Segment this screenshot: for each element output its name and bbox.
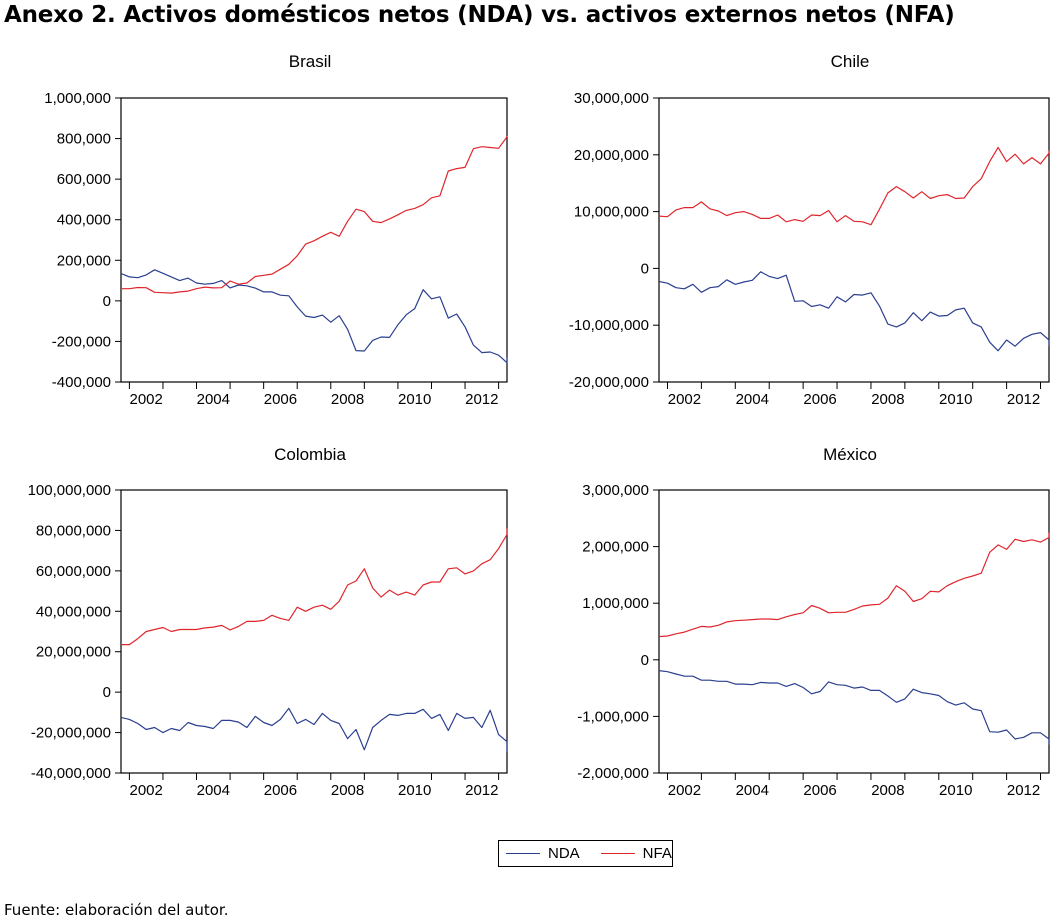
legend-swatch-nfa <box>600 853 635 854</box>
y-tick-label: 400,000 <box>57 212 111 229</box>
legend-item-nda: NDA <box>506 845 580 862</box>
x-tick-label: 2008 <box>331 391 364 408</box>
x-tick-label: 2010 <box>398 782 431 799</box>
y-tick-label: 100,000,000 <box>28 482 111 499</box>
x-tick-label: 2010 <box>939 782 972 799</box>
x-tick-label: 2006 <box>803 782 836 799</box>
y-tick-label: 40,000,000 <box>36 603 111 620</box>
x-tick-label: 2012 <box>465 391 498 408</box>
chart-brasil: Brasil -400,000 -200,000 0 200,000 400,000 600… <box>44 52 508 408</box>
chart-title-brasil: Brasil <box>289 52 332 71</box>
y-tick-label: -20,000,000 <box>31 725 111 742</box>
y-tick-label: -2,000,000 <box>577 765 649 782</box>
x-tick-label: 2010 <box>939 391 972 408</box>
y-tick-label: 0 <box>641 652 649 669</box>
series-line-nfa <box>658 146 1050 226</box>
y-tick-label: 2,000,000 <box>582 539 649 556</box>
y-tick-label: 600,000 <box>57 171 111 188</box>
x-tick-label: 2006 <box>803 391 836 408</box>
x-tick-label: 2002 <box>129 391 162 408</box>
y-tick-label: 0 <box>103 684 111 701</box>
x-tick-label: 2006 <box>264 782 297 799</box>
chart-chile: Chile -20,000,000 -10,000,000 0 10,000,000 20… <box>569 52 1050 408</box>
source-note: Fuente: elaboración del autor. <box>4 901 229 919</box>
y-tick-label: 10,000,000 <box>574 204 649 221</box>
series-line-nda <box>120 269 508 364</box>
series-line-nda <box>658 271 1050 352</box>
x-tick-label: 2008 <box>871 391 904 408</box>
chart-colombia: Colombia -40,000,000 -20,000,000 0 20,000,00… <box>28 445 508 799</box>
x-tick-label: 2004 <box>197 782 230 799</box>
x-tick-label: 2002 <box>668 782 701 799</box>
figure-title: Anexo 2. Activos domésticos netos (NDA) … <box>4 2 955 28</box>
plot-frame-colombia <box>120 489 508 774</box>
x-tick-label: 2008 <box>331 782 364 799</box>
y-tick-label: 0 <box>103 293 111 310</box>
x-tick-label: 2010 <box>398 391 431 408</box>
x-tick-label: 2002 <box>129 782 162 799</box>
chart-title-colombia: Colombia <box>274 445 346 464</box>
x-tick-label: 2012 <box>1007 782 1040 799</box>
legend-label-nda: NDA <box>548 845 580 862</box>
chart-mexico: México -2,000,000 -1,000,000 0 1,000,000 2,00… <box>577 445 1050 799</box>
y-tick-label: -40,000,000 <box>31 765 111 782</box>
series-line-nda <box>120 707 508 752</box>
y-tick-label: 0 <box>641 260 649 277</box>
legend-label-nfa: NFA <box>642 845 672 862</box>
y-tick-label: -400,000 <box>52 374 111 391</box>
series-line-nda <box>658 670 1050 745</box>
plot-frame-mexico <box>658 489 1050 774</box>
x-tick-label: 2008 <box>871 782 904 799</box>
y-tick-label: 20,000,000 <box>36 644 111 661</box>
y-tick-label: -200,000 <box>52 333 111 350</box>
x-tick-label: 2012 <box>1007 391 1040 408</box>
y-tick-label: -10,000,000 <box>569 317 649 334</box>
legend-swatch-nda <box>506 853 540 854</box>
x-tick-label: 2002 <box>668 391 701 408</box>
x-tick-label: 2006 <box>264 391 297 408</box>
chart-title-chile: Chile <box>831 52 870 71</box>
legend: NDA NFA <box>498 840 673 867</box>
y-tick-label: -1,000,000 <box>577 708 649 725</box>
y-tick-label: 80,000,000 <box>36 522 111 539</box>
y-tick-label: 30,000,000 <box>574 90 649 107</box>
y-tick-label: -20,000,000 <box>569 374 649 391</box>
legend-item-nfa: NFA <box>600 845 672 862</box>
y-tick-label: 60,000,000 <box>36 563 111 580</box>
x-tick-label: 2004 <box>736 391 769 408</box>
x-tick-label: 2012 <box>465 782 498 799</box>
x-tick-label: 2004 <box>736 782 769 799</box>
series-line-nfa <box>121 528 508 646</box>
y-tick-label: 200,000 <box>57 252 111 269</box>
plot-frame-chile <box>658 97 1050 383</box>
y-tick-label: 1,000,000 <box>582 595 649 612</box>
plot-frame-brasil <box>120 97 508 383</box>
y-tick-label: 3,000,000 <box>582 482 649 499</box>
series-line-nfa <box>658 532 1050 638</box>
x-tick-label: 2004 <box>197 391 230 408</box>
chart-title-mexico: México <box>823 445 877 464</box>
y-tick-label: 1,000,000 <box>44 90 111 107</box>
y-tick-label: 20,000,000 <box>574 147 649 164</box>
series-line-nfa <box>121 136 508 294</box>
y-tick-label: 800,000 <box>57 131 111 148</box>
